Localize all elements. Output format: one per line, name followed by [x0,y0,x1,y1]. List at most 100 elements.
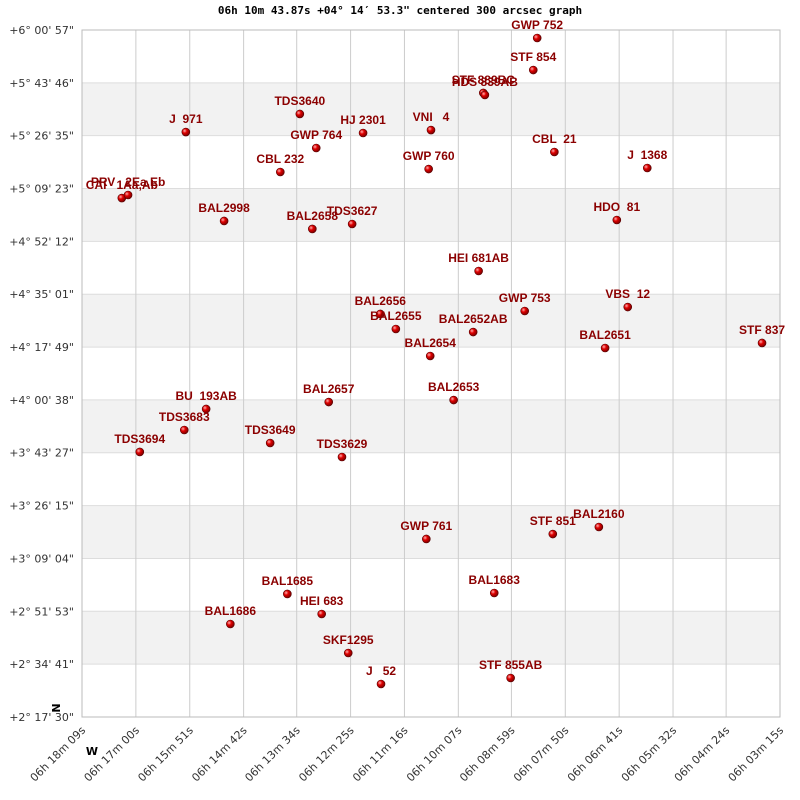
star-label: BAL2655 [370,309,422,323]
star-label: BAL1685 [262,574,314,588]
star-label: TDS3683 [159,410,210,424]
star-label: CBL 232 [256,152,304,166]
star-marker [506,673,515,683]
band [82,611,780,665]
star-label: SKF1295 [323,633,374,647]
x-tick-label: 06h 06m 41s [565,724,626,785]
star-marker [295,109,305,119]
y-tick-label: +5° 26' 35" [9,130,74,143]
star-marker [283,589,292,599]
x-tick-label: 06h 18m 09s [28,724,89,785]
star-label: J 1368 [627,148,667,162]
y-tick-label: +2° 51' 53" [9,605,74,618]
star-label: BAL2653 [428,380,480,394]
star-label: TDS3694 [114,432,165,446]
x-tick-label: 06h 08m 59s [457,724,518,785]
star-marker [548,529,558,539]
star-marker [337,452,347,462]
star-label: CAI 1Aa,Ab [86,178,158,192]
y-tick-label: +2° 17' 30" [9,711,74,724]
star-marker [276,167,285,177]
star-label: BAL2651 [579,328,631,342]
x-tick-label: 06h 12m 25s [296,724,357,785]
star-marker [642,163,652,173]
star-marker [474,266,483,276]
y-tick-label: +2° 34' 41" [9,658,74,671]
star-label: CBL 21 [532,132,577,146]
star-label: GWP 760 [403,149,455,163]
x-tick-label: 06h 04m 24s [672,724,733,785]
star-label: STF 851 [530,514,576,528]
star-label: HDS 839AB [452,75,518,89]
star-label: BAL2160 [573,507,625,521]
star-label: HEI 683 [300,594,344,608]
star-marker [201,404,211,414]
y-tick-label: +3° 43' 27" [9,447,74,460]
star-label: J 971 [169,112,203,126]
y-tick-label: +3° 09' 04" [9,552,74,565]
star-marker [489,588,499,598]
star-label: TDS3649 [245,423,296,437]
star-label: STF 854 [510,50,556,64]
star-label: J 52 [366,664,396,678]
x-tick-label: 06h 14m 42s [189,724,250,785]
star-marker [358,128,368,138]
star-label: STF 889BC [452,73,516,87]
star-label: PRV 2Ea,Eb [91,175,165,189]
star-label: BAL2657 [303,382,355,396]
y-tick-label: +4° 00' 38" [9,394,74,407]
star-marker [265,438,275,448]
band [82,294,780,348]
star-marker [324,397,334,407]
star-label: BU 193AB [175,389,237,403]
band [82,399,780,453]
star-marker [623,302,633,312]
star-marker [317,609,326,619]
band [82,505,780,559]
star-marker [600,343,610,353]
star-marker [179,425,189,435]
star-marker [520,306,529,316]
x-tick-label: 06h 15m 51s [135,724,196,785]
star-label: BAL2654 [405,336,457,350]
star-label: TDS3629 [317,437,368,451]
star-label: STF 855AB [479,658,543,672]
star-marker [449,395,458,405]
star-marker [181,127,191,137]
y-tick-label: +4° 17' 49" [9,341,74,354]
star-marker [226,619,235,629]
star-label: HEI 681AB [448,251,509,265]
north-label: N [50,703,63,712]
y-tick-label: +5° 09' 23" [9,183,74,196]
x-tick-label: 06h 05m 32s [619,724,680,785]
star-label: TDS3627 [327,204,378,218]
star-label: BAL2652AB [439,312,508,326]
chart-title: 06h 10m 43.87s +04° 14′ 53.3" centered 3… [218,4,582,17]
y-tick-label: +5° 43' 46" [9,77,74,90]
star-label: BAL2656 [355,294,407,308]
star-marker [347,219,357,229]
x-tick-label: 06h 11m 16s [350,724,411,785]
star-label: BAL1686 [205,604,257,618]
y-tick-label: +4° 52' 12" [9,235,74,248]
star-marker [757,338,767,348]
x-tick-label: 06h 07m 50s [511,724,572,785]
star-marker [424,164,433,174]
y-tick-label: +4° 35' 01" [9,288,74,301]
star-marker [550,147,559,157]
x-tick-label: 06h 10m 07s [404,724,465,785]
y-tick-label: +6° 00' 57" [9,24,74,37]
star-marker [375,309,385,319]
star-marker [425,351,435,361]
x-tick-label: 06h 13m 34s [242,724,303,785]
star-marker [135,447,145,457]
star-label: GWP 753 [499,291,551,305]
star-marker [376,679,386,689]
star-marker [426,125,436,135]
star-label: HDO 81 [593,200,640,214]
x-tick-label: 06h 03m 15s [726,724,787,785]
star-marker [311,143,321,153]
star-label: STF 837 [739,323,785,337]
west-label: W [86,745,98,758]
